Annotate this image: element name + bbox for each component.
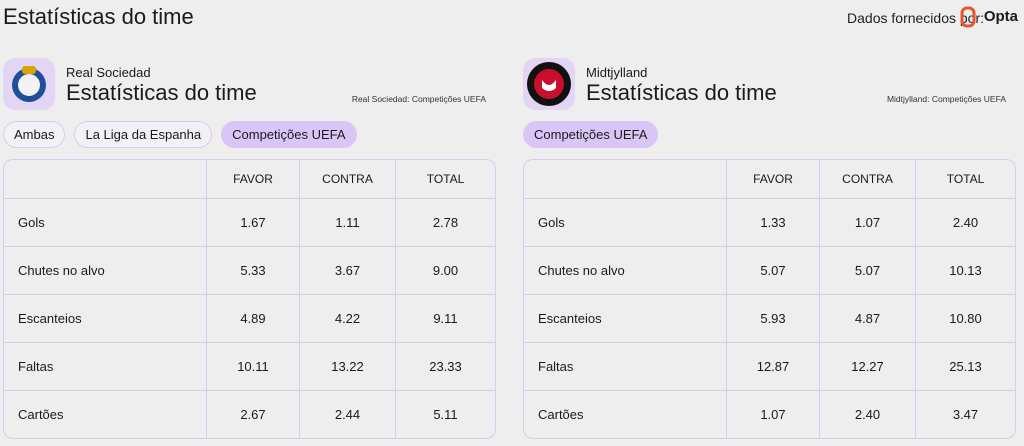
- stat-value: 2.40: [916, 199, 1015, 247]
- stat-value: 25.13: [916, 343, 1015, 391]
- stat-value: 2.78: [396, 199, 495, 247]
- opta-icon: [960, 6, 976, 28]
- provider-name: Opta: [983, 8, 1018, 25]
- stat-value: 10.13: [916, 247, 1015, 295]
- team-badge: [523, 58, 575, 110]
- stat-value: 12.27: [820, 343, 916, 391]
- stat-value: 1.67: [207, 199, 300, 247]
- stats-row: Faltas 12.87 12.27 25.13: [524, 343, 1015, 391]
- stats-row: Escanteios 5.93 4.87 10.80: [524, 295, 1015, 343]
- team-panel: Real Sociedad Estatísticas do time Real So…: [3, 0, 496, 446]
- stat-value: 1.07: [820, 199, 916, 247]
- stats-row: Gols 1.33 1.07 2.40: [524, 199, 1015, 247]
- stat-value: 10.11: [207, 343, 300, 391]
- column-header: CONTRA: [820, 160, 916, 199]
- team-name: Midtjylland: [586, 65, 648, 80]
- team-badge: [3, 58, 55, 110]
- stat-value: 13.22: [300, 343, 396, 391]
- row-label: Gols: [4, 199, 207, 247]
- stat-value: 5.11: [433, 407, 458, 422]
- header-row: FAVOR CONTRA TOTAL: [4, 160, 495, 199]
- stat-value: 1.33: [727, 199, 820, 247]
- stats-table: FAVOR CONTRA TOTAL Gols 1.67 1.11 2.78 Chutes n…: [3, 159, 496, 439]
- header-cell: [4, 160, 207, 199]
- stat-value: 4.22: [300, 295, 396, 343]
- provider-label: Dados fornecidos por:: [847, 10, 984, 26]
- column-header: CONTRA: [300, 160, 396, 199]
- column-header: FAVOR: [207, 160, 300, 199]
- stat-value: 9.11: [396, 295, 495, 343]
- column-header: FAVOR: [727, 160, 820, 199]
- row-label: Cartões: [4, 391, 207, 438]
- stat-value: 5.07: [727, 247, 820, 295]
- stats-row: Gols 1.67 1.11 2.78: [4, 199, 495, 247]
- header-row: FAVOR CONTRA TOTAL: [524, 160, 1015, 199]
- tab-bar: Competições UEFA: [523, 121, 659, 148]
- panel-title: Estatísticas do time: [586, 80, 777, 105]
- team-name: Real Sociedad: [66, 65, 151, 80]
- stat-value: 9.00: [396, 247, 495, 295]
- stats-row: Cartões 1.07 2.40 3.47: [524, 391, 1015, 438]
- row-label: Escanteios: [524, 295, 727, 343]
- tab[interactable]: Competições UEFA: [523, 121, 659, 148]
- stats-row: Chutes no alvo 5.33 3.67 9.00: [4, 247, 495, 295]
- stats-row: Chutes no alvo 5.07 5.07 10.13: [524, 247, 1015, 295]
- row-label: Gols: [524, 199, 727, 247]
- stats-table: FAVOR CONTRA TOTAL Gols 1.33 1.07 2.40 Chutes n…: [523, 159, 1016, 439]
- row-label: Chutes no alvo: [4, 247, 207, 295]
- stat-value: 3.67: [300, 247, 396, 295]
- stat-value: 1.11: [300, 199, 396, 247]
- page-title: Estatísticas do time: [3, 4, 194, 29]
- stat-value: 5.33: [207, 247, 300, 295]
- panel-title: Estatísticas do time: [66, 80, 257, 105]
- team-panel: Midtjylland Estatísticas do time Midtjylla…: [523, 0, 1016, 446]
- stat-value: 3.47: [952, 407, 979, 422]
- tab[interactable]: La Liga da Espanha: [74, 121, 213, 148]
- row-label: Chutes no alvo: [524, 247, 727, 295]
- header-cell: [524, 160, 727, 199]
- stat-value: 10.80: [916, 295, 1015, 343]
- stat-value: 2.40: [820, 391, 916, 438]
- stat-value: 4.89: [207, 295, 300, 343]
- context-label: Real Sociedad: Competições UEFA: [351, 94, 486, 104]
- stats-row: Faltas 10.11 13.22 23.33: [4, 343, 495, 391]
- row-label: Faltas: [524, 343, 727, 391]
- stat-value: 1.07: [727, 391, 820, 438]
- stats-row: Cartões 2.67 2.44 5.11: [4, 391, 495, 438]
- stat-value: 12.87: [727, 343, 820, 391]
- context-label: Midtjylland: Competições UEFA: [886, 94, 1006, 104]
- stat-value: 5.07: [820, 247, 916, 295]
- tab[interactable]: Ambas: [3, 121, 66, 148]
- stat-value: 2.67: [207, 391, 300, 438]
- column-header: TOTAL: [396, 160, 495, 199]
- stat-value: 5.93: [727, 295, 820, 343]
- column-header: TOTAL: [916, 160, 1015, 199]
- tab[interactable]: Competições UEFA: [221, 121, 357, 148]
- row-label: Cartões: [524, 391, 727, 438]
- stats-row: Escanteios 4.89 4.22 9.11: [4, 295, 495, 343]
- stat-value: 2.44: [300, 391, 396, 438]
- row-label: Faltas: [4, 343, 207, 391]
- row-label: Escanteios: [4, 295, 207, 343]
- stat-value: 4.87: [820, 295, 916, 343]
- stat-value: 23.33: [396, 343, 495, 391]
- tab-bar: Ambas La Liga da Espanha Competições UEFA: [3, 121, 357, 148]
